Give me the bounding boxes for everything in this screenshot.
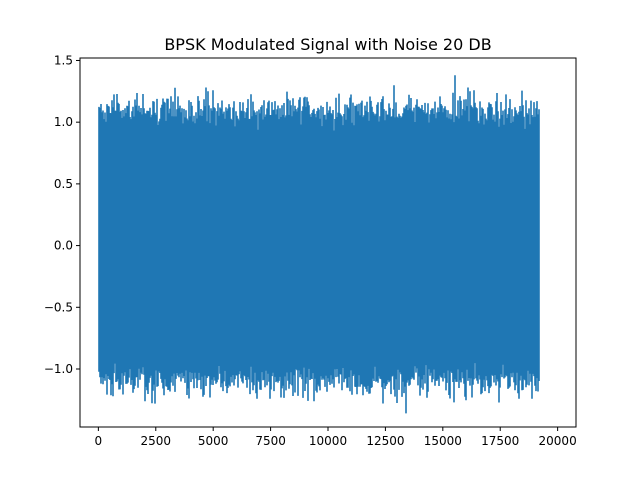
y-tick-label: 1.5 [54, 53, 73, 67]
x-tick-label: 5000 [198, 434, 229, 448]
y-tick-label: 1.0 [54, 115, 73, 129]
x-tick-label: 0 [95, 434, 103, 448]
x-tick-label: 17500 [481, 434, 519, 448]
x-tick-label: 10000 [309, 434, 347, 448]
x-tick-label: 7500 [255, 434, 286, 448]
y-tick-label: −0.5 [44, 300, 73, 314]
y-tick-label: 0.5 [54, 177, 73, 191]
x-tick-label: 2500 [141, 434, 172, 448]
x-tick-label: 15000 [424, 434, 462, 448]
x-tick-label: 20000 [539, 434, 577, 448]
y-tick-label: 0.0 [54, 239, 73, 253]
signal-series-line [98, 75, 540, 414]
y-tick-label: −1.0 [44, 362, 73, 376]
x-tick-label: 12500 [366, 434, 404, 448]
x-axis: 0 2500 5000 7500 10000 12500 15000 17500 20000 [95, 427, 577, 448]
series-layer [98, 75, 540, 414]
chart-title: BPSK Modulated Signal with Noise 20 DB [164, 35, 491, 54]
y-axis: −1.0 −0.5 0.0 0.5 1.0 1.5 [44, 53, 80, 376]
